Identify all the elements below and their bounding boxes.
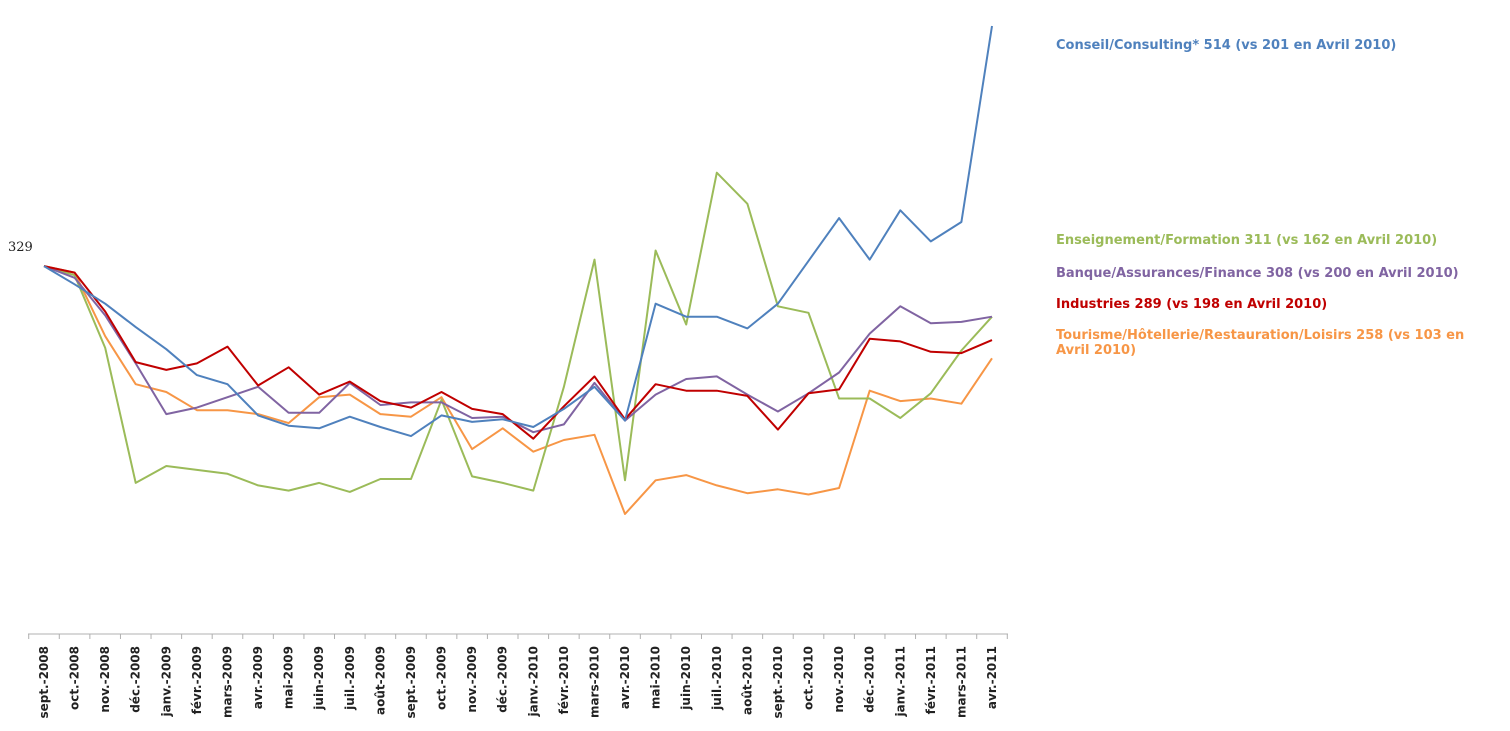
x-tick-label: févr.-2011: [924, 646, 938, 714]
x-tick-label: mai-2010: [649, 646, 663, 709]
series-group: [43, 25, 993, 515]
x-tick-label: juil.-2009: [343, 646, 357, 711]
x-tick-label: sept.-2009: [404, 646, 418, 719]
x-tick-label: juin-2010: [679, 646, 693, 711]
legend-entry-5-continued: Avril 2010): [1056, 343, 1136, 358]
x-tick-label: déc.-2010: [863, 646, 877, 713]
x-tick-label: nov.-2008: [98, 646, 112, 713]
x-tick-label: nov.-2010: [832, 646, 846, 713]
x-tick-label: avr.-2009: [251, 646, 265, 709]
x-tick-label: mars-2011: [954, 646, 968, 718]
x-tick-label: sept.-2010: [771, 646, 785, 719]
x-tick-label: sept.-2008: [37, 646, 51, 719]
start-value-label: 329: [8, 240, 33, 255]
x-tick-label: juil.-2010: [710, 646, 724, 711]
x-tick-label: oct.-2008: [68, 646, 82, 710]
x-tick-label: mars-2010: [587, 646, 601, 718]
x-tick-label: oct.-2010: [802, 646, 816, 710]
x-tick-label: mars-2009: [220, 646, 234, 718]
series-line-1: [43, 25, 993, 438]
x-tick-label: juin-2009: [312, 646, 326, 711]
legend-entry-4: Industries 289 (vs 198 en Avril 2010): [1056, 297, 1327, 312]
x-tick-label: janv.-2009: [159, 646, 173, 718]
series-line-5: [43, 265, 993, 515]
legend-entry-2: Enseignement/Formation 311 (vs 162 en Av…: [1056, 233, 1437, 248]
x-tick-label: mai-2009: [282, 646, 296, 709]
legend: Conseil/Consulting* 514 (vs 201 en Avril…: [1056, 38, 1464, 358]
x-tick-label: janv.-2011: [893, 646, 907, 718]
x-tick-label: avr.-2011: [985, 646, 999, 709]
x-axis-tick-labels: sept.-2008 oct.-2008 nov.-2008 déc.-2008 jan…: [37, 646, 999, 719]
x-tick-label: nov.-2009: [465, 646, 479, 713]
x-tick-label: déc.-2009: [496, 646, 510, 713]
x-tick-label: févr.-2009: [190, 646, 204, 714]
x-tick-label: déc.-2008: [129, 646, 143, 713]
series-line-4: [43, 265, 993, 440]
legend-entry-3: Banque/Assurances/Finance 308 (vs 200 en…: [1056, 266, 1459, 281]
x-tick-label: oct.-2009: [435, 646, 449, 710]
series-line-3: [43, 265, 993, 434]
legend-entry-5: Tourisme/Hôtellerie/Restauration/Loisirs…: [1056, 328, 1464, 343]
x-tick-label: janv.-2010: [526, 646, 540, 718]
x-tick-label: avr.-2010: [618, 646, 632, 709]
series-line-2: [43, 171, 993, 493]
x-tick-label: août-2009: [373, 646, 387, 715]
x-tick-label: févr.-2010: [557, 646, 571, 714]
legend-entry-1: Conseil/Consulting* 514 (vs 201 en Avril…: [1056, 38, 1396, 53]
x-axis-ticks: [28, 634, 1008, 639]
x-tick-label: août-2010: [740, 646, 754, 715]
